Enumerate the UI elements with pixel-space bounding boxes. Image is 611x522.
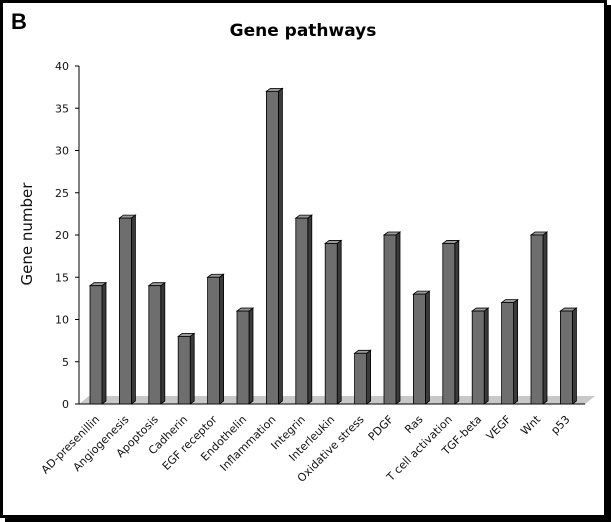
x-tick-label: VEGF [484,413,514,443]
bar-side [513,298,518,405]
bar-side [307,214,313,405]
bar-p53 [559,307,578,405]
bar-front [560,310,573,405]
bar-tgf-beta [471,307,490,405]
bar-front [471,310,485,405]
bar-side [248,307,254,405]
y-tick-label: 25 [55,187,69,200]
bar-front [148,285,162,405]
bar-front [177,335,191,405]
bar-side [395,231,401,405]
bar-front [324,243,338,405]
bar-front [207,276,221,405]
bar-front [119,217,132,405]
y-tick-label: 30 [55,145,69,158]
bar-pdgf [382,231,402,405]
y-tick-label: 40 [55,60,69,73]
bar-side [483,307,489,405]
bar-apoptosis [147,281,167,405]
bar-side [219,273,225,405]
y-tick-label: 10 [55,314,69,327]
panel-label: B [11,9,27,34]
bar-oxidative-stress [353,349,372,405]
bar-front [383,234,397,405]
bar-side [542,231,548,405]
bar-front [265,90,279,405]
x-tick-label: PDGF [366,413,396,443]
bar-interleukin [324,239,343,405]
bar-front [295,217,309,405]
x-tick-label: Wnt [518,412,543,437]
bar-front [442,243,456,405]
bar-side [130,214,136,405]
bar-side [424,290,430,405]
bar-t-cell-activation [441,239,460,405]
y-tick-label: 20 [55,229,69,242]
bar-angiogenesis [118,214,137,405]
bar-front [236,310,250,405]
y-tick-label: 0 [62,398,69,411]
bar-front [354,352,368,405]
x-tick-label: Ras [402,413,425,436]
y-tick-label: 5 [62,356,69,369]
bar-vegf [500,298,519,405]
bar-egf-receptor [206,273,225,405]
bar-side [572,307,577,405]
bar-side [189,332,195,405]
bar-inflammation [265,87,284,405]
bar-ras [412,290,431,405]
bar-side [366,349,372,405]
y-tick-label: 35 [55,102,69,115]
bar-ad-presenillin [88,281,108,405]
bar-endothelin [235,307,255,405]
bar-side [454,239,460,405]
bar-cadherin [176,332,196,405]
bar-wnt [529,231,549,405]
bar-front [89,285,103,405]
y-tick-label: 15 [55,271,69,284]
bar-front [501,302,515,405]
bar-integrin [294,214,313,405]
bar-side [101,281,107,405]
bar-side [336,239,342,405]
bar-front [530,234,544,405]
bar-side [160,281,166,405]
bar-front [412,293,426,405]
bar-side [277,87,283,405]
chart-title: Gene pathways [230,21,377,41]
x-tick-label: p53 [548,413,572,437]
y-axis-label: Gene number [18,182,36,286]
